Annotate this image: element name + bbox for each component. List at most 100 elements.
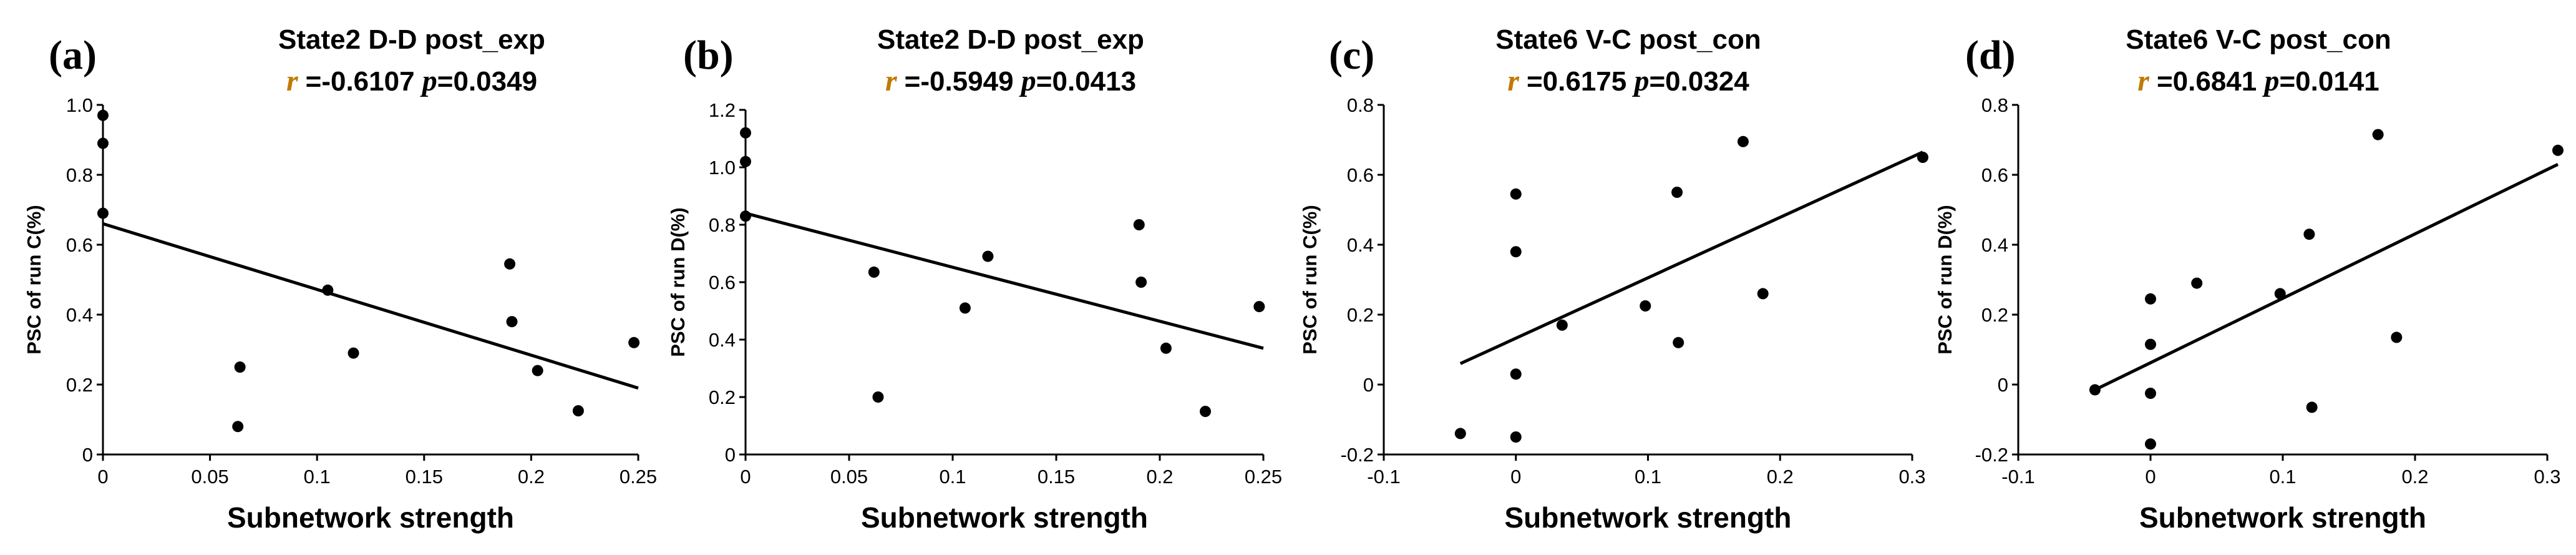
x-tick-label: 0.2 (2401, 466, 2428, 488)
p-value: =0.0324 (1649, 66, 1749, 97)
data-point (1510, 188, 1522, 200)
x-tick-label: 0.3 (2534, 466, 2560, 488)
data-point (1640, 300, 1651, 312)
y-tick-label: 0.4 (1347, 234, 1374, 256)
data-point (1160, 342, 1172, 354)
x-tick-label: 0.2 (1146, 466, 1173, 488)
x-axis-label: Subnetwork strength (1504, 501, 1791, 534)
y-tick-label: 0.2 (66, 374, 93, 396)
data-point (2145, 388, 2156, 399)
data-point (1135, 277, 1147, 288)
x-tick-label: 0.1 (1635, 466, 1661, 488)
data-point (1200, 406, 1212, 417)
p-symbol: p (2262, 64, 2279, 97)
x-tick-label: 0.05 (830, 466, 868, 488)
y-tick-label: 0.8 (1981, 94, 2008, 116)
regression-line (745, 212, 1264, 350)
stats-line: r =-0.6107 p=0.0349 (286, 64, 537, 97)
data-point (1757, 288, 1769, 300)
regression-line (102, 222, 639, 390)
y-axis-label: PSC of run C(%) (23, 205, 45, 354)
data-point (97, 137, 109, 149)
panel-letter: (d) (1965, 32, 2016, 78)
data-point (1671, 187, 1683, 198)
data-point (1133, 219, 1145, 230)
data-point (506, 316, 518, 328)
y-tick-label: 0.4 (709, 329, 736, 351)
data-point (1253, 301, 1265, 313)
x-tick-label: -0.1 (2001, 466, 2034, 488)
panel-letter: (b) (683, 32, 734, 78)
y-tick-label: -0.2 (1975, 444, 2008, 466)
data-point (348, 347, 359, 359)
chart-title: State6 V-C post_con (2126, 24, 2391, 55)
data-point (2089, 384, 2101, 396)
y-tick-label: 0.6 (66, 234, 93, 256)
data-point (322, 284, 334, 296)
y-tick-label: 0.6 (709, 272, 736, 293)
data-point (1510, 368, 1522, 380)
data-point (959, 302, 971, 314)
data-point (97, 207, 109, 219)
y-tick-label: 0 (1363, 374, 1374, 396)
x-tick-label: 0 (97, 466, 108, 488)
x-tick-label: 0 (2145, 466, 2156, 488)
p-symbol: p (1631, 64, 1649, 97)
y-tick-label: 1.2 (709, 99, 736, 121)
x-tick-label: 0.05 (191, 466, 228, 488)
stats-line: r =0.6841 p=0.0141 (2137, 64, 2379, 97)
x-axis-label: Subnetwork strength (2139, 501, 2426, 534)
data-point (2303, 228, 2315, 240)
data-point (1454, 428, 1466, 440)
chart-title: State6 V-C post_con (1495, 24, 1761, 55)
data-point (740, 210, 751, 222)
r-value: =0.6841 (2157, 66, 2265, 97)
data-point (1556, 319, 1568, 331)
data-point (740, 127, 751, 139)
x-tick-label: 0.1 (2269, 466, 2296, 488)
p-value: =0.0413 (1036, 66, 1136, 97)
regression-line (2094, 162, 2559, 391)
stats-line: r =0.6175 p=0.0324 (1507, 64, 1749, 97)
data-point (2145, 293, 2156, 305)
x-tick-label: 0.2 (1767, 466, 1794, 488)
p-symbol: p (1019, 64, 1036, 97)
stats-line: r =-0.5949 p=0.0413 (885, 64, 1136, 97)
y-tick-label: 0.8 (66, 164, 93, 186)
data-point (572, 405, 584, 416)
data-point (2552, 144, 2564, 156)
x-tick-label: 0.1 (304, 466, 331, 488)
data-point (2391, 332, 2403, 343)
chart-title: State2 D-D post_exp (877, 24, 1144, 55)
y-tick-label: 0.8 (1347, 94, 1374, 116)
regression-line (1459, 150, 1923, 365)
p-symbol: p (420, 64, 437, 97)
x-tick-label: 0.2 (518, 466, 545, 488)
x-tick-label: 0 (740, 466, 751, 488)
x-tick-label: 0.15 (406, 466, 443, 488)
y-tick-label: 0.6 (1981, 164, 2008, 186)
p-value: =0.0141 (2279, 66, 2379, 97)
data-point (868, 266, 880, 278)
x-tick-label: -0.1 (1367, 466, 1400, 488)
y-tick-label: 0.2 (1347, 304, 1374, 326)
x-tick-label: 0.1 (939, 466, 966, 488)
data-point (2145, 338, 2156, 350)
data-point (2306, 401, 2318, 413)
y-axis-label: PSC of run D(%) (667, 207, 689, 356)
data-point (1510, 246, 1522, 258)
x-tick-label: 0 (1510, 466, 1521, 488)
x-axis-label: Subnetwork strength (227, 501, 514, 534)
data-point (1737, 135, 1749, 147)
data-point (872, 391, 884, 403)
r-value: =-0.5949 (905, 66, 1021, 97)
r-value: =0.6175 (1527, 66, 1635, 97)
r-symbol: r (1507, 64, 1527, 97)
data-point (232, 421, 244, 433)
data-point (2191, 277, 2203, 289)
y-tick-label: 0 (725, 444, 736, 466)
